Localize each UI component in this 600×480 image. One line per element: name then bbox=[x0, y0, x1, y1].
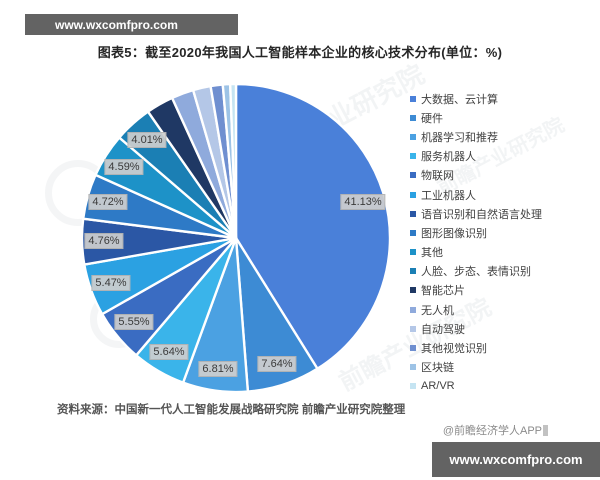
legend-item-label: 语音识别和自然语言处理 bbox=[421, 208, 542, 221]
pie-slice-15 bbox=[229, 82, 238, 240]
legend-item-label: AR/VR bbox=[421, 380, 455, 393]
legend-swatch-icon bbox=[410, 345, 416, 352]
legend-item: 大数据、云计算 bbox=[410, 89, 542, 108]
credit-line: @前瞻经济学人APP bbox=[443, 422, 548, 438]
legend-item: 人脸、步态、表情识别 bbox=[410, 262, 542, 281]
legend-item: 自动驾驶 bbox=[410, 319, 542, 338]
legend-item: 其他视觉识别 bbox=[410, 338, 542, 357]
legend-item-label: 其他视觉识别 bbox=[421, 343, 487, 356]
cursor-block-icon bbox=[543, 424, 548, 436]
bottom-site-url: www.wxcomfpro.com bbox=[449, 452, 583, 467]
pie-slice-label: 4.01% bbox=[127, 132, 167, 148]
legend-swatch-icon bbox=[410, 153, 416, 160]
legend-item-label: 大数据、云计算 bbox=[421, 93, 498, 106]
legend-swatch-icon bbox=[410, 249, 416, 256]
legend-item-label: 其他 bbox=[421, 247, 443, 260]
legend-swatch-icon bbox=[410, 287, 416, 294]
legend-item: 服务机器人 bbox=[410, 147, 542, 166]
legend-swatch-icon bbox=[410, 133, 416, 140]
pie-slice-label: 5.64% bbox=[149, 344, 189, 360]
pie-slice-label: 4.76% bbox=[84, 233, 124, 249]
legend-item-label: 硬件 bbox=[421, 112, 443, 125]
legend-item: 硬件 bbox=[410, 108, 542, 127]
legend-item-label: 人脸、步态、表情识别 bbox=[421, 266, 531, 279]
legend-swatch-icon bbox=[410, 229, 416, 236]
legend-item: 物联网 bbox=[410, 166, 542, 185]
legend-item: 机器学习和推荐 bbox=[410, 127, 542, 146]
pie-slice-label: 7.64% bbox=[257, 356, 297, 372]
legend-item: AR/VR bbox=[410, 377, 542, 396]
legend-item: 区块链 bbox=[410, 358, 542, 377]
pie-slice-label: 5.47% bbox=[91, 275, 131, 291]
pie-slice-label: 41.13% bbox=[340, 194, 386, 210]
legend: 大数据、云计算 硬件机器学习和推荐 服务机器人物联网工业机器人语音识别和自然语言处理… bbox=[410, 89, 542, 396]
chart-title: 图表5：截至2020年我国人工智能样本企业的核心技术分布(单位：%) bbox=[97, 45, 503, 60]
bottom-site-bar: www.wxcomfpro.com bbox=[432, 442, 600, 477]
legend-item: 图形图像识别 bbox=[410, 223, 542, 242]
legend-item-label: 无人机 bbox=[421, 304, 454, 317]
legend-item-label: 服务机器人 bbox=[421, 151, 476, 164]
source-note: 资料来源：中国新一代人工智能发展战略研究院 前瞻产业研究院整理 bbox=[57, 404, 406, 416]
pie-slice-label: 4.72% bbox=[88, 194, 128, 210]
pie-slice-label: 6.81% bbox=[198, 361, 238, 377]
legend-swatch-icon bbox=[410, 268, 416, 275]
legend-item: 语音识别和自然语言处理 bbox=[410, 204, 542, 223]
legend-item: 工业机器人 bbox=[410, 185, 542, 204]
legend-item-label: 区块链 bbox=[421, 362, 454, 375]
legend-item-label: 图形图像识别 bbox=[421, 227, 487, 240]
credit-text: @前瞻经济学人APP bbox=[442, 425, 542, 437]
top-site-url: www.wxcomfpro.com bbox=[55, 17, 178, 32]
pie-slice-label: 4.59% bbox=[104, 159, 144, 175]
legend-item-label: 智能芯片 bbox=[421, 285, 465, 298]
legend-item-label: 物联网 bbox=[421, 170, 454, 183]
legend-swatch-icon bbox=[410, 306, 416, 313]
legend-item: 其他 bbox=[410, 243, 542, 262]
legend-swatch-icon bbox=[410, 210, 416, 217]
legend-swatch-icon bbox=[410, 383, 416, 390]
legend-item: 无人机 bbox=[410, 300, 542, 319]
legend-swatch-icon bbox=[410, 325, 416, 332]
legend-item: 智能芯片 bbox=[410, 281, 542, 300]
pie-slice-label: 5.55% bbox=[114, 314, 154, 330]
legend-swatch-icon bbox=[410, 114, 416, 121]
legend-swatch-icon bbox=[410, 364, 416, 371]
legend-item-label: 自动驾驶 bbox=[421, 323, 465, 336]
legend-item-label: 工业机器人 bbox=[421, 189, 476, 202]
top-site-bar: www.wxcomfpro.com bbox=[25, 14, 238, 35]
legend-swatch-icon bbox=[410, 191, 416, 198]
legend-swatch-icon bbox=[410, 172, 416, 179]
legend-item-label: 机器学习和推荐 bbox=[421, 131, 498, 144]
legend-swatch-icon bbox=[410, 95, 416, 102]
